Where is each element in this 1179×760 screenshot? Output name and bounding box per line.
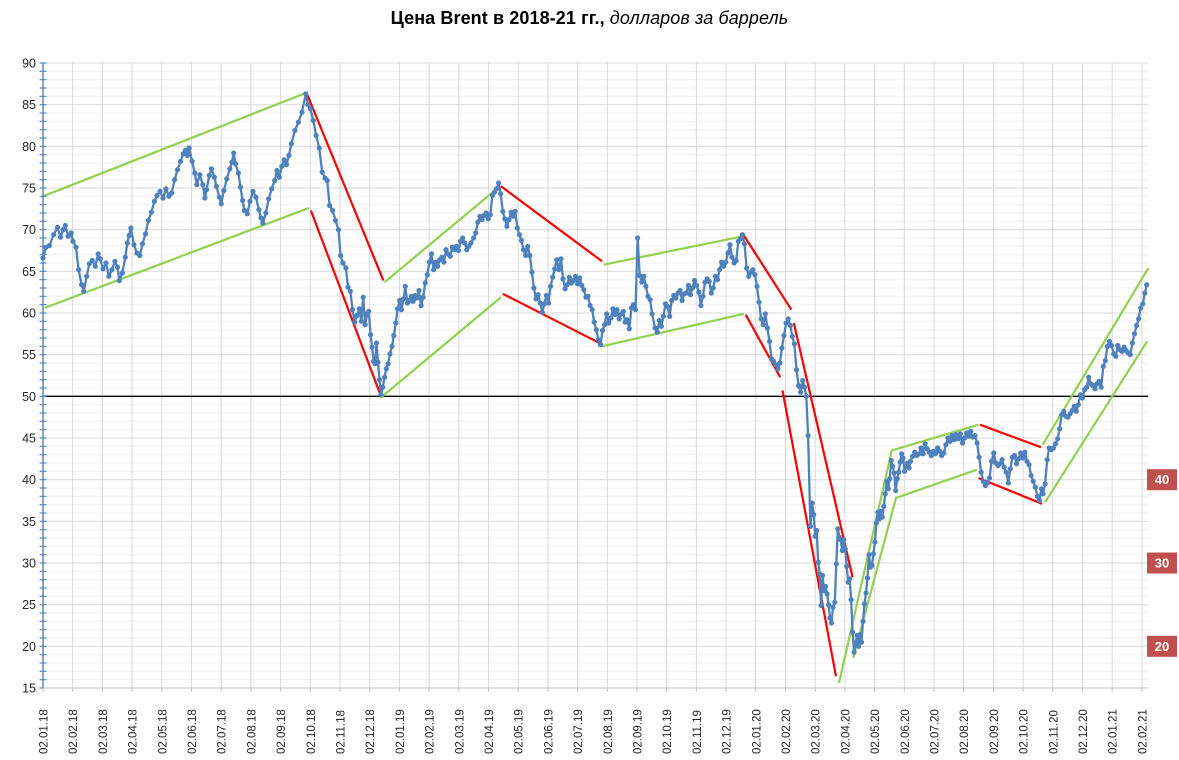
- x-axis-label: 02.04.18: [128, 709, 140, 754]
- x-axis-label: 02.12.19: [722, 709, 734, 754]
- x-axis-label: 02.12.20: [1078, 709, 1090, 754]
- x-axis-label: 02.11.20: [1048, 710, 1060, 754]
- x-axis-label: 02.06.18: [187, 709, 199, 754]
- x-axis-label: 02.02.20: [781, 709, 793, 754]
- uptrend-line: [837, 423, 979, 684]
- y-axis-label: 20: [22, 640, 36, 654]
- x-axis-label: 02.11.19: [692, 710, 704, 754]
- y-axis-label: 40: [22, 473, 36, 487]
- uptrend-line: [1041, 267, 1150, 446]
- y-axis-label: 30: [22, 557, 36, 571]
- chart-title-suffix: долларов за баррель: [604, 8, 789, 28]
- y-axis-label: 90: [22, 57, 36, 71]
- x-axis-label: 02.04.20: [840, 709, 852, 754]
- x-axis-label: 02.08.18: [246, 709, 258, 754]
- chart-title: Цена Brent в 2018-21 гг., долларов за ба…: [0, 8, 1179, 29]
- y-axis-label: 80: [22, 140, 36, 154]
- x-axis-label: 02.01.18: [39, 709, 51, 754]
- x-axis-label: 02.05.20: [870, 709, 882, 754]
- x-axis-label: 02.09.18: [276, 709, 288, 754]
- x-axis-label: 02.05.18: [157, 709, 169, 754]
- price-badge-20: 20: [1147, 635, 1177, 657]
- uptrend-line: [42, 91, 307, 198]
- x-axis-label: 02.02.19: [425, 709, 437, 754]
- x-axis-label: 02.01.20: [751, 709, 763, 754]
- uptrend-line: [601, 312, 745, 348]
- x-axis-label: 02.05.19: [514, 709, 526, 754]
- x-axis-label: 02.07.20: [930, 709, 942, 754]
- chart-title-main: Цена Brent в 2018-21 гг.,: [390, 8, 605, 28]
- uptrend-line: [852, 468, 978, 659]
- downtrend-line: [309, 210, 381, 394]
- svg-text:20: 20: [1155, 639, 1169, 654]
- uptrend-line: [379, 296, 502, 399]
- y-axis-label: 35: [22, 515, 36, 529]
- downtrend-line: [306, 94, 385, 281]
- downtrend-line: [792, 322, 854, 578]
- y-axis-label: 45: [22, 432, 36, 446]
- x-axis-label: 02.10.18: [306, 709, 318, 754]
- x-axis-label: 02.01.21: [1108, 709, 1120, 754]
- x-axis-label: 02.07.19: [573, 709, 585, 754]
- x-axis-label: 02.04.19: [484, 709, 496, 754]
- x-axis-label: 02.11.18: [336, 710, 348, 754]
- x-axis-label: 02.10.20: [1019, 709, 1031, 754]
- x-axis-label: 02.03.18: [98, 709, 110, 754]
- y-axis-label: 85: [22, 98, 36, 112]
- x-axis-label: 02.03.20: [811, 709, 823, 754]
- svg-text:30: 30: [1155, 556, 1169, 571]
- downtrend-line: [742, 234, 793, 311]
- y-axis-label: 75: [22, 182, 36, 196]
- y-axis-label: 50: [22, 390, 36, 404]
- y-axis-label: 65: [22, 265, 36, 279]
- x-axis-label: 02.06.19: [543, 709, 555, 754]
- x-axis-label: 02.02.18: [68, 709, 80, 754]
- y-axis-label: 15: [22, 682, 36, 696]
- x-axis-label: 02.01.19: [395, 709, 407, 754]
- x-axis-label: 02.07.18: [217, 709, 229, 754]
- brent-series-markers: [40, 91, 1150, 655]
- downtrend-line: [502, 292, 604, 346]
- uptrend-line: [383, 185, 501, 284]
- y-axis-label: 60: [22, 307, 36, 321]
- y-axis-label: 25: [22, 598, 36, 612]
- downtrend-line: [781, 390, 838, 677]
- x-axis-label: 02.08.19: [603, 709, 615, 754]
- svg-text:40: 40: [1155, 472, 1169, 487]
- x-axis-label: 02.06.20: [900, 709, 912, 754]
- x-axis-label: 02.09.20: [989, 709, 1001, 754]
- x-axis-label: 02.09.19: [633, 709, 645, 754]
- price-badge-40: 40: [1147, 469, 1177, 491]
- y-axis-label: 55: [22, 348, 36, 362]
- x-axis-label: 02.03.19: [454, 709, 466, 754]
- price-badge-30: 30: [1147, 552, 1177, 574]
- y-axis-label: 70: [22, 223, 36, 237]
- uptrend-line: [603, 235, 743, 266]
- downtrend-line: [500, 185, 603, 263]
- x-axis-label: 02.12.18: [365, 709, 377, 754]
- x-axis-label: 02.10.19: [662, 709, 674, 754]
- x-axis-label: 02.02.21: [1137, 709, 1149, 754]
- downtrend-line: [979, 423, 1042, 449]
- x-axis-label: 02.08.20: [959, 709, 971, 754]
- uptrend-line: [1044, 340, 1149, 503]
